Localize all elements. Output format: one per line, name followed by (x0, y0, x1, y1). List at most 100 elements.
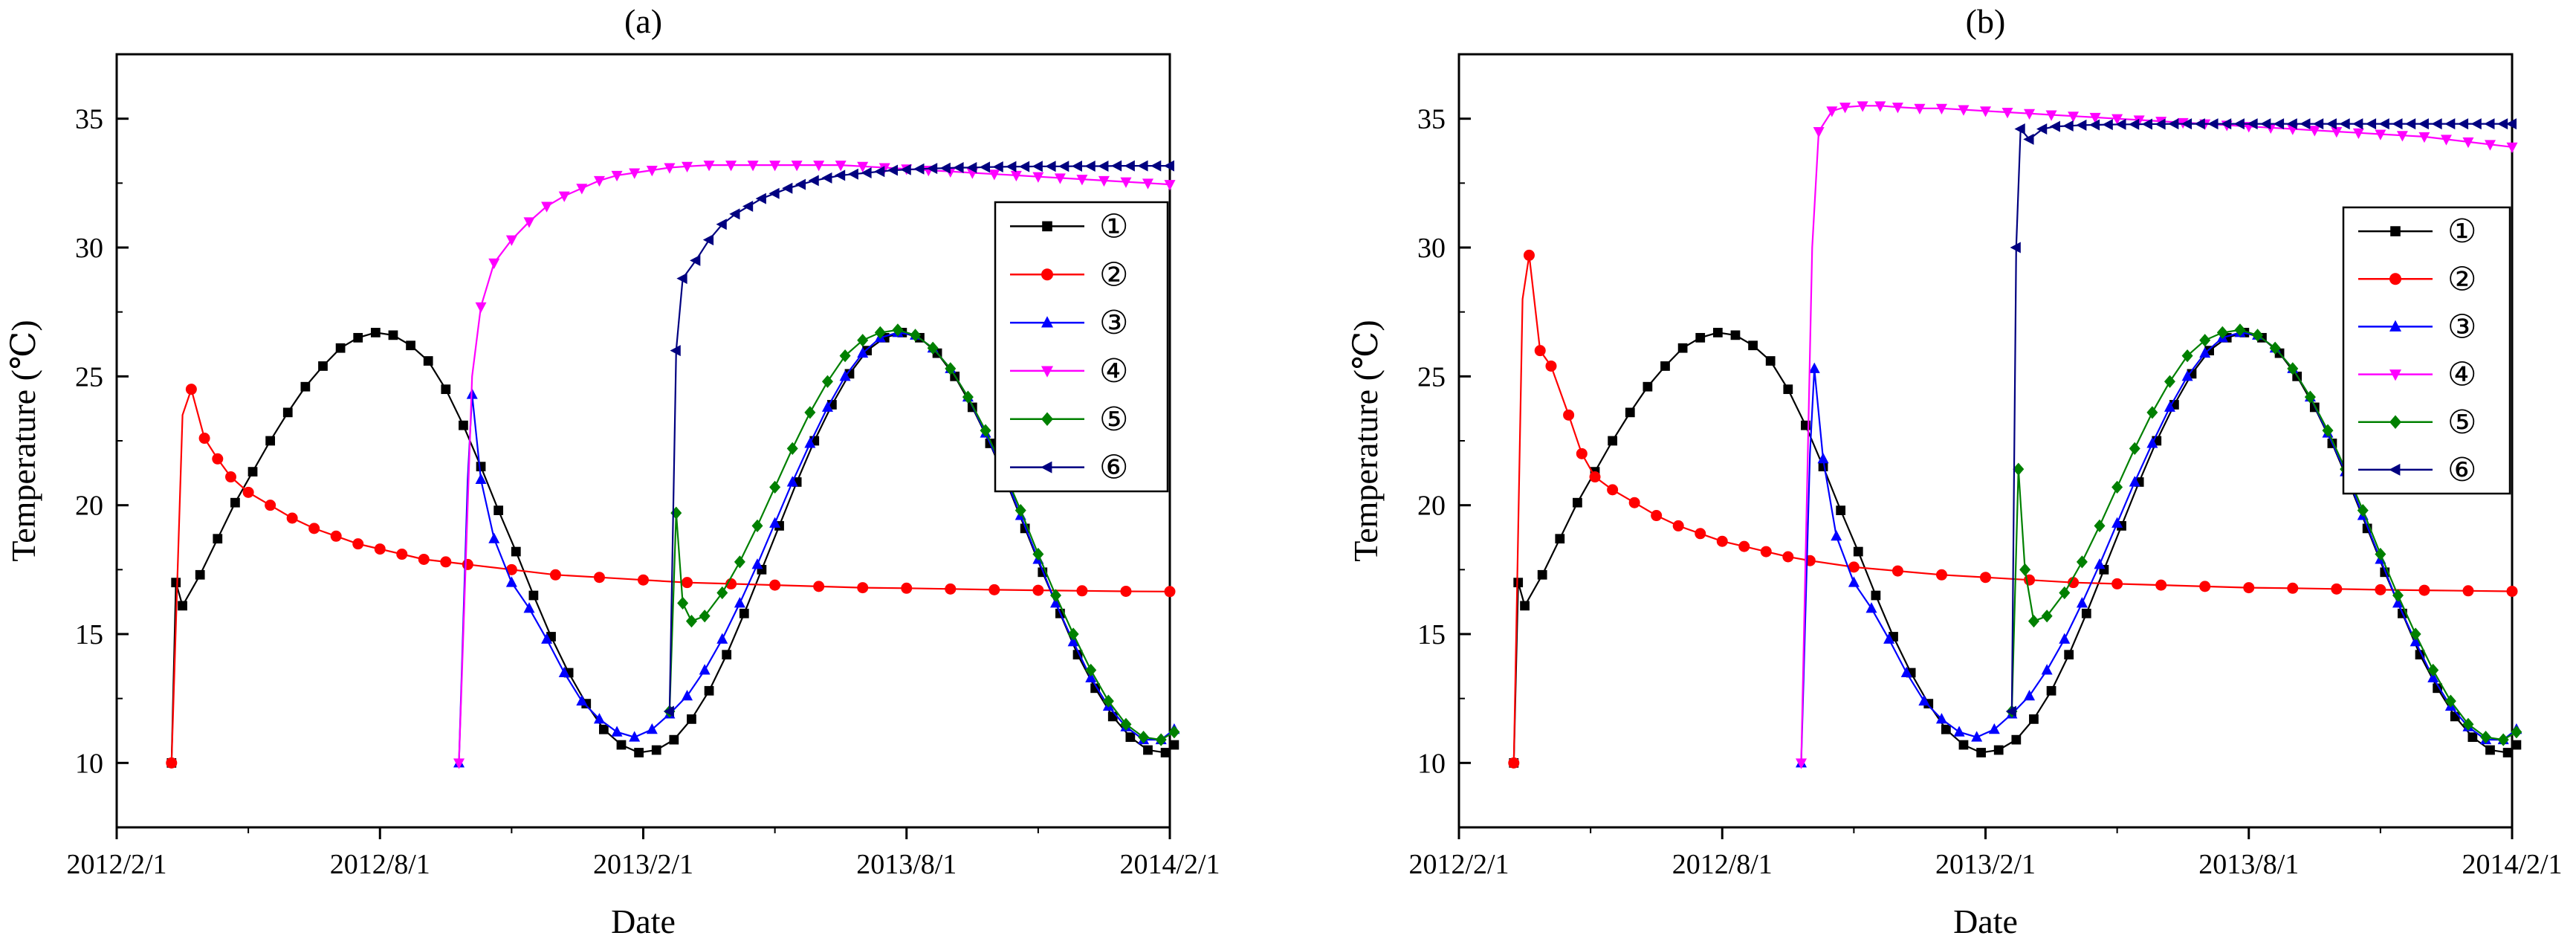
data-point (663, 705, 674, 717)
data-point (1765, 356, 1776, 366)
data-point (2404, 118, 2416, 130)
data-point (1935, 569, 1947, 581)
data-point (2287, 582, 2299, 594)
data-point (2312, 118, 2324, 130)
data-point (687, 714, 696, 724)
data-point (874, 166, 885, 178)
data-point (462, 558, 473, 570)
data-point (901, 582, 913, 594)
data-point (1958, 740, 1969, 750)
data-point (2357, 503, 2369, 517)
data-point (677, 596, 689, 610)
data-point (440, 556, 452, 568)
data-point (939, 162, 951, 174)
data-point (739, 608, 749, 618)
data-point (834, 169, 846, 181)
y-tick-label: 35 (75, 104, 103, 135)
data-point (1589, 471, 1601, 483)
data-point (2322, 424, 2334, 437)
data-point (962, 390, 974, 404)
data-point (1555, 534, 1565, 544)
data-point (892, 323, 904, 337)
data-point (593, 175, 605, 187)
legend-label: ③ (2447, 308, 2476, 345)
data-point (593, 572, 605, 584)
data-point (2243, 582, 2255, 594)
data-point (523, 602, 535, 613)
data-point (1534, 345, 1546, 357)
x-tick-label: 2012/2/1 (1408, 849, 1509, 880)
data-point (212, 453, 224, 465)
data-point (768, 187, 780, 199)
data-point (2427, 663, 2439, 677)
data-point (453, 758, 465, 769)
data-point (2502, 748, 2513, 757)
data-point (2418, 132, 2430, 143)
data-point (511, 546, 521, 557)
series-line (2010, 329, 2517, 741)
data-point (734, 597, 745, 608)
data-point (2181, 370, 2193, 381)
data-point (374, 543, 386, 555)
data-point (804, 406, 816, 419)
data-point (476, 462, 486, 472)
data-point (1738, 540, 1750, 552)
data-point (2076, 555, 2088, 569)
data-point (2005, 705, 2016, 717)
data-point (722, 650, 732, 660)
data-point (751, 519, 763, 533)
data-point (1695, 332, 1706, 343)
data-point (2234, 323, 2246, 337)
data-point (352, 538, 364, 550)
data-point (549, 569, 561, 581)
data-point (2444, 118, 2456, 130)
data-point (2484, 118, 2495, 130)
data-point (747, 161, 759, 172)
data-point (1045, 161, 1056, 172)
data-point (2049, 120, 2060, 132)
data-point (1067, 627, 1079, 641)
data-point (308, 523, 320, 534)
data-point (1085, 671, 1097, 682)
data-point (857, 334, 869, 347)
data-point (1163, 160, 1174, 172)
legend-marker (1041, 412, 1053, 426)
y-tick-label: 30 (75, 233, 103, 264)
data-point (1076, 175, 1088, 186)
data-point (2269, 341, 2281, 355)
data-point (669, 734, 679, 745)
data-point (1760, 546, 1772, 558)
data-point (1032, 547, 1044, 561)
data-point (1796, 758, 1808, 769)
y-tick-label: 30 (1417, 233, 1446, 264)
data-point (2287, 362, 2299, 375)
data-point (2444, 694, 2456, 708)
data-point (2068, 112, 2080, 123)
data-point (638, 574, 649, 586)
data-point (1143, 745, 1153, 755)
data-point (2273, 118, 2285, 130)
legend-box (2342, 206, 2511, 495)
data-point (646, 723, 658, 734)
data-point (1782, 551, 1794, 563)
data-point (2480, 731, 2492, 744)
data-point (953, 162, 964, 174)
data-point (670, 345, 681, 357)
data-point (1545, 360, 1557, 372)
data-point (2045, 110, 2057, 121)
y-axis-label: Temperature (℃) (1347, 320, 1385, 561)
legend-label: ② (2447, 261, 2476, 297)
series-line (668, 329, 1175, 741)
data-point (910, 329, 922, 342)
data-point (2286, 118, 2297, 130)
data-point (1085, 663, 1097, 677)
data-point (2028, 615, 2039, 628)
data-point (651, 745, 661, 755)
y-tick-label: 35 (1417, 104, 1446, 135)
data-point (786, 476, 798, 487)
legend-label: ⑤ (1099, 401, 1128, 438)
data-point (488, 258, 500, 270)
data-point (2146, 437, 2158, 448)
data-point (2410, 636, 2421, 647)
data-point (2088, 119, 2100, 131)
